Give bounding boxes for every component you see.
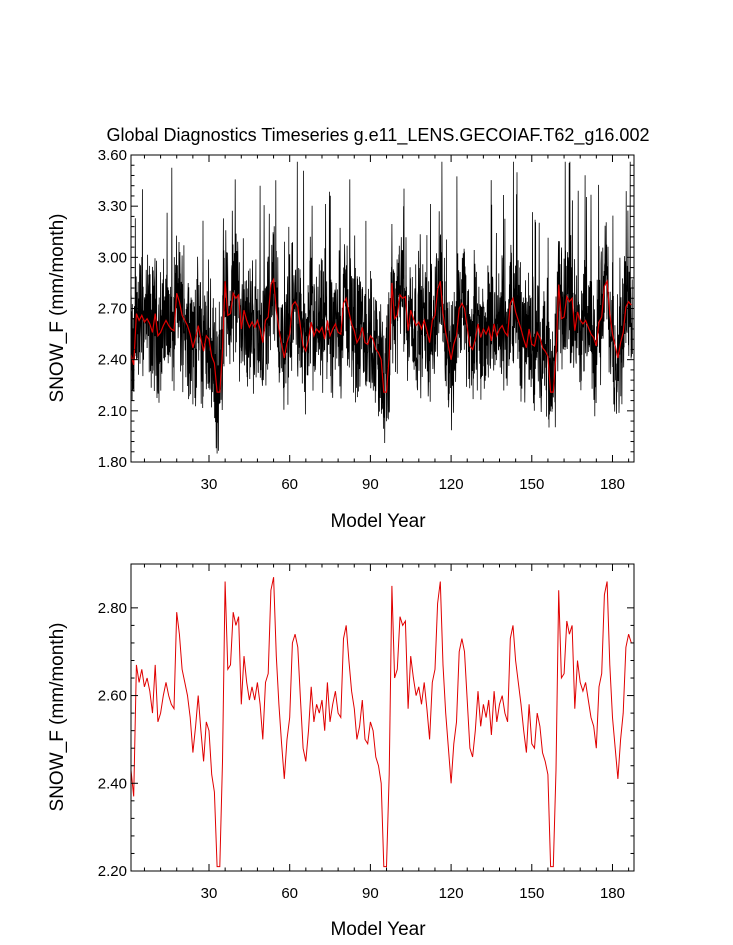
y-tick-label: 2.10: [98, 403, 127, 420]
y-tick-label: 2.20: [98, 863, 127, 880]
y-tick-label: 2.70: [98, 301, 127, 318]
bottom-panel: 2.20 2.40 2.60 2.80 30 60 90 120 150 180 Model Ye…: [47, 563, 635, 940]
y-tick-label: 3.60: [98, 147, 127, 164]
y-tick-label: 2.40: [98, 775, 127, 792]
x-tick-label: 180: [600, 476, 625, 493]
x-tick-label: 120: [439, 476, 464, 493]
x-tick-label: 180: [600, 885, 625, 902]
y-tick-label: 3.00: [98, 249, 127, 266]
bottom-x-axis-title: Model Year: [330, 919, 426, 940]
y-tick-label: 2.40: [98, 352, 127, 369]
top-axes: 1.80 2.10 2.40 2.70 3.00 3.30 3.60 30 60 90 120 150…: [98, 147, 635, 493]
top-panel: 1.80 2.10 2.40 2.70 3.00 3.30 3.60 30 60 90 120 150…: [47, 147, 635, 532]
y-tick-label: 3.30: [98, 198, 127, 215]
x-tick-label: 90: [362, 476, 379, 493]
monthly-series-group: [130, 161, 633, 454]
y-tick-label: 2.80: [98, 600, 127, 617]
x-tick-label: 120: [439, 885, 464, 902]
top-y-axis-title: SNOW_F (mm/month): [47, 214, 68, 403]
x-tick-label: 30: [201, 885, 218, 902]
monthly-series-line: [130, 161, 633, 454]
bottom-y-axis-title: SNOW_F (mm/month): [47, 623, 68, 812]
annual-series-group: [130, 277, 632, 393]
plot-frame: [130, 563, 635, 872]
annual-mean-line-bottom: [130, 577, 632, 868]
y-tick-label: 1.80: [98, 454, 127, 471]
x-tick-label: 90: [362, 885, 379, 902]
x-tick-label: 60: [281, 885, 298, 902]
x-tick-label: 30: [201, 476, 218, 493]
top-x-axis-title: Model Year: [330, 511, 426, 532]
chart-title: Global Diagnostics Timeseries g.e11_LENS…: [107, 125, 650, 146]
x-tick-label: 150: [519, 476, 544, 493]
y-tick-label: 2.60: [98, 688, 127, 705]
x-tick-label: 150: [519, 885, 544, 902]
x-tick-label: 60: [281, 476, 298, 493]
bottom-annual-series-group: [130, 577, 632, 868]
annual-mean-line: [130, 277, 632, 393]
bottom-axes: 2.20 2.40 2.60 2.80 30 60 90 120 150 180: [98, 563, 635, 902]
